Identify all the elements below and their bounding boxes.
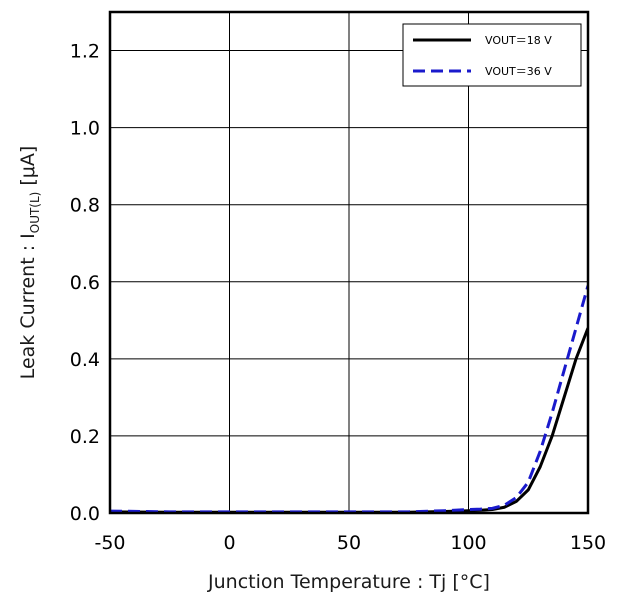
x-tick-label: 150 <box>570 532 606 554</box>
y-tick-label: 1.0 <box>70 118 100 140</box>
x-tick-label: -50 <box>94 532 125 554</box>
y-axis-title-subscript: OUT(L) <box>28 192 42 234</box>
x-axis-ticks: -50 0 50 100 150 <box>94 532 606 554</box>
legend-label-vout-18v: VOUT＝18 V <box>485 34 552 47</box>
y-axis-title-suffix: [μA] <box>17 146 39 192</box>
grid-lines <box>109 12 589 514</box>
legend: VOUT＝18 V VOUT＝36 V <box>402 23 582 87</box>
y-tick-label: 0.0 <box>70 503 100 525</box>
legend-box <box>402 23 582 87</box>
y-tick-label: 0.8 <box>70 195 100 217</box>
x-tick-label: 0 <box>223 532 235 554</box>
x-axis-title: Junction Temperature : Tj [°C] <box>207 571 490 593</box>
x-tick-label: 50 <box>337 532 361 554</box>
y-axis-title-prefix: Leak Current : I <box>17 233 39 379</box>
y-tick-label: 0.6 <box>70 272 100 294</box>
y-tick-label: 0.4 <box>70 349 100 371</box>
legend-label-vout-36v: VOUT＝36 V <box>485 65 552 78</box>
x-tick-label: 100 <box>450 532 486 554</box>
y-tick-label: 0.2 <box>70 426 100 448</box>
y-axis-title: Leak Current : IOUT(L) [μA] <box>17 146 42 380</box>
y-axis-ticks: 0.0 0.2 0.4 0.6 0.8 1.0 1.2 <box>70 41 100 525</box>
plot-frame <box>108 10 590 515</box>
y-tick-label: 1.2 <box>70 41 100 63</box>
